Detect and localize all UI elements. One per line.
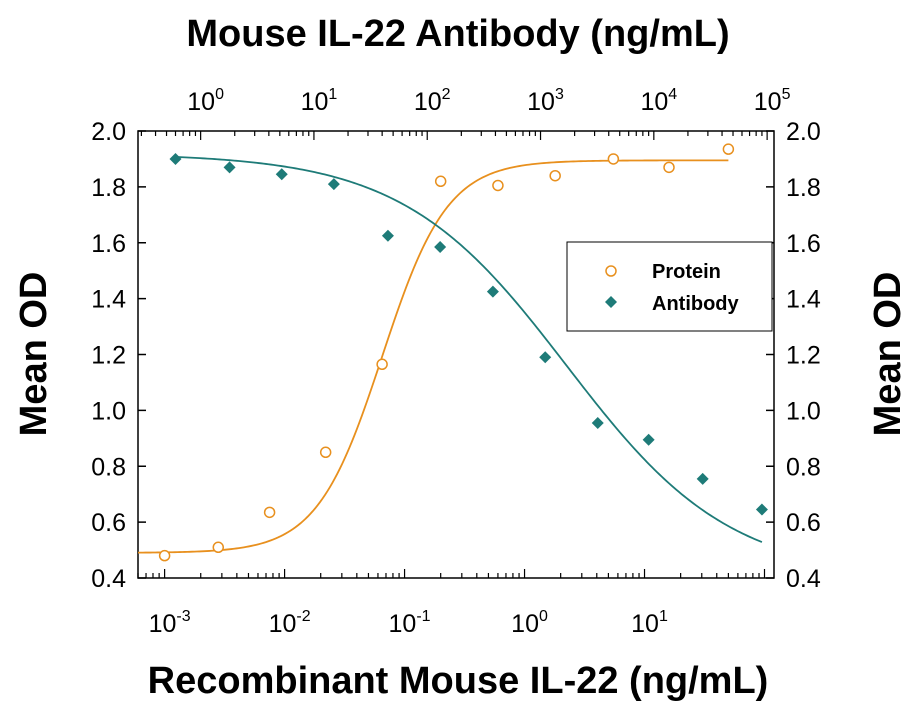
point-antibody bbox=[223, 161, 236, 174]
point-protein bbox=[212, 541, 225, 554]
point-antibody bbox=[755, 503, 768, 516]
y-tick-label-right: 2.0 bbox=[786, 118, 821, 146]
point-antibody bbox=[696, 472, 709, 485]
x-ticks: 10-3 10-2 10-1 100 101 100 101 102 103 104 105 bbox=[137, 86, 791, 638]
x-top-tick-label: 103 bbox=[527, 86, 564, 116]
point-antibody bbox=[642, 433, 655, 446]
y-tick-label-left: 0.4 bbox=[91, 565, 126, 593]
x-bottom-tick-label: 10-1 bbox=[389, 608, 431, 638]
y-tick-label-right: 0.4 bbox=[786, 565, 821, 593]
y-tick-label-right: 0.6 bbox=[786, 509, 821, 537]
point-protein bbox=[263, 506, 276, 519]
point-protein bbox=[722, 143, 735, 155]
x-bottom-tick-label: 101 bbox=[631, 608, 668, 638]
point-protein bbox=[607, 153, 620, 165]
y-tick-label-left: 1.4 bbox=[91, 286, 126, 314]
y-tick-label-left: 0.8 bbox=[91, 453, 126, 481]
legend: Protein Antibody bbox=[566, 241, 773, 332]
x-bottom-tick-label: 10-3 bbox=[149, 608, 191, 638]
y-tick-label-left: 2.0 bbox=[91, 118, 126, 146]
y-tick-label-left: 1.6 bbox=[91, 230, 126, 258]
y-tick-label-right: 1.8 bbox=[786, 174, 821, 202]
point-antibody bbox=[486, 285, 499, 298]
x-top-tick-label: 100 bbox=[187, 86, 224, 116]
x-top-tick-label: 102 bbox=[414, 86, 451, 116]
y-axis-title-right: Mean OD bbox=[867, 272, 909, 437]
y-tick-label-left: 0.6 bbox=[91, 509, 126, 537]
legend-marker-antibody bbox=[605, 296, 617, 308]
x-axis-title: Recombinant Mouse IL-22 (ng/mL) bbox=[148, 660, 769, 702]
legend-box bbox=[566, 241, 773, 332]
point-antibody bbox=[169, 152, 182, 165]
point-protein bbox=[492, 179, 504, 192]
x-top-tick-label: 105 bbox=[754, 86, 791, 116]
fit-curves bbox=[137, 156, 763, 554]
point-antibody bbox=[539, 351, 552, 364]
y-tick-label-left: 1.2 bbox=[91, 342, 126, 370]
legend-label-antibody: Antibody bbox=[652, 293, 740, 315]
x-bottom-tick-label: 10-2 bbox=[269, 608, 311, 638]
point-protein bbox=[376, 358, 388, 371]
legend-marker-protein bbox=[605, 265, 617, 277]
fit-curve-antibody bbox=[175, 156, 763, 543]
point-antibody bbox=[591, 416, 604, 429]
point-antibody bbox=[434, 240, 447, 253]
x-top-tick-label: 101 bbox=[301, 86, 338, 116]
data-points bbox=[158, 143, 768, 562]
y-tick-label-left: 1.8 bbox=[91, 174, 126, 202]
y-axis-title-left: Mean OD bbox=[13, 272, 55, 437]
y-tick-label-right: 1.4 bbox=[786, 286, 821, 314]
point-antibody bbox=[275, 168, 288, 181]
point-protein bbox=[158, 549, 171, 562]
y-tick-label-right: 1.2 bbox=[786, 342, 821, 370]
point-protein bbox=[549, 169, 561, 182]
top-axis-title: Mouse IL-22 Antibody (ng/mL) bbox=[186, 13, 729, 55]
x-bottom-tick-label: 100 bbox=[511, 608, 548, 638]
y-tick-label-right: 1.6 bbox=[786, 230, 821, 258]
legend-label-protein: Protein bbox=[652, 261, 721, 283]
y-tick-label-left: 1.0 bbox=[91, 397, 126, 425]
y-tick-label-right: 1.0 bbox=[786, 397, 821, 425]
point-antibody bbox=[381, 229, 394, 242]
y-ticks: 0.4 0.4 0.6 0.6 0.8 0.8 1.0 1.0 1.2 1.2 1.4 1.4 1.6 1… bbox=[91, 118, 821, 593]
point-antibody bbox=[327, 178, 340, 191]
y-tick-label-right: 0.8 bbox=[786, 453, 821, 481]
x-top-tick-label: 104 bbox=[640, 86, 677, 116]
point-protein bbox=[319, 446, 332, 459]
point-protein bbox=[434, 175, 447, 188]
fit-curve-protein bbox=[137, 159, 729, 554]
point-protein bbox=[663, 161, 675, 174]
